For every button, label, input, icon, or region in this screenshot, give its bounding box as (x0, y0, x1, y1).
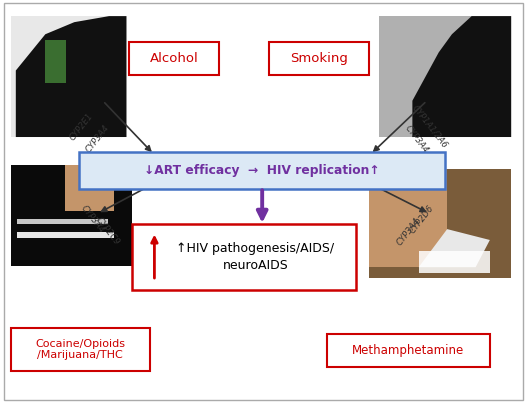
Bar (65, 165, 114, 210)
Polygon shape (16, 16, 126, 137)
FancyBboxPatch shape (79, 152, 445, 189)
Bar (17, 232, 114, 238)
Bar (11, 16, 126, 137)
Text: CYP2C9: CYP2C9 (94, 216, 122, 247)
Text: ↑HIV pathogenesis/AIDS/
neuroAIDS: ↑HIV pathogenesis/AIDS/ neuroAIDS (176, 242, 335, 272)
Text: ↓ART efficacy  →  HIV replication↑: ↓ART efficacy → HIV replication↑ (144, 164, 380, 177)
Bar (379, 16, 511, 137)
Text: CYP2D6: CYP2D6 (408, 204, 435, 235)
Text: CYP1A1/2A6: CYP1A1/2A6 (410, 104, 449, 150)
Bar (379, 16, 511, 137)
Bar (418, 251, 490, 273)
Bar (369, 169, 511, 278)
FancyBboxPatch shape (129, 42, 219, 75)
Bar (369, 169, 511, 278)
Polygon shape (412, 16, 511, 137)
Bar (45, 40, 66, 83)
Text: Smoking: Smoking (290, 52, 348, 64)
Text: CYP3A4: CYP3A4 (84, 123, 111, 155)
Bar (11, 165, 132, 266)
Bar (369, 169, 447, 267)
Text: CYP3A4: CYP3A4 (403, 123, 430, 155)
FancyBboxPatch shape (132, 224, 356, 290)
Text: Methamphetamine: Methamphetamine (353, 344, 464, 357)
Polygon shape (418, 229, 490, 267)
FancyBboxPatch shape (269, 42, 369, 75)
Text: Alcohol: Alcohol (150, 52, 198, 64)
FancyBboxPatch shape (327, 334, 490, 367)
Text: CYP3A4: CYP3A4 (395, 216, 422, 247)
Bar (11, 16, 126, 137)
FancyBboxPatch shape (11, 328, 150, 371)
Text: Cocaine/Opioids
/Marijuana/THC: Cocaine/Opioids /Marijuana/THC (35, 339, 125, 360)
Bar (17, 218, 108, 224)
Bar (11, 165, 132, 266)
Text: CYP3A4: CYP3A4 (79, 204, 106, 235)
Text: CYP2E1: CYP2E1 (69, 112, 95, 142)
